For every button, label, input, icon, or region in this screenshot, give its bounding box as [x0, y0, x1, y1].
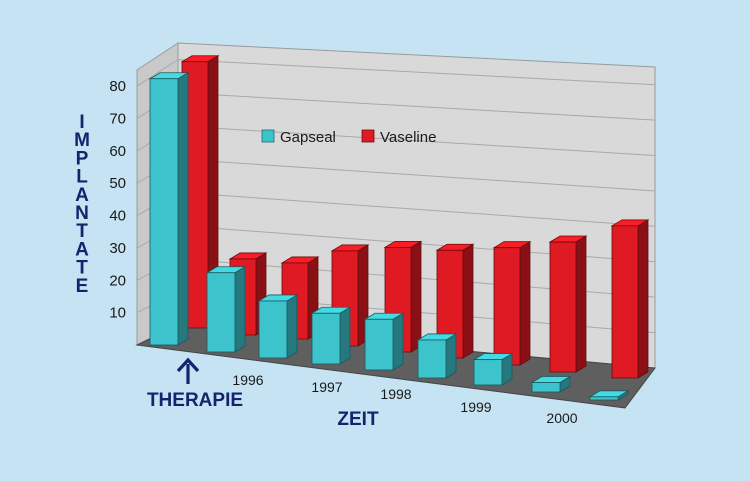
x-tick-label: 1998 — [380, 386, 411, 402]
x-axis-label: ZEIT — [337, 409, 379, 430]
legend-swatch-vaseline — [361, 129, 375, 143]
legend-swatch-gapseal — [261, 129, 275, 143]
gridline — [136, 59, 656, 87]
bar-gapseal — [310, 306, 352, 365]
y-tick-label: 10 — [109, 305, 126, 322]
bars — [148, 55, 650, 401]
bar-gapseal — [416, 333, 458, 379]
x-tick-label: 1997 — [311, 379, 342, 395]
x-tick-label: 2000 — [546, 410, 577, 426]
legend: Gapseal Vaseline — [261, 129, 436, 146]
x-tick-label: 1999 — [460, 399, 491, 415]
therapy-arrow-icon — [176, 357, 200, 384]
bar-gapseal — [148, 72, 190, 346]
bar-gapseal — [472, 352, 514, 386]
y-tick-label: 70 — [109, 111, 126, 128]
legend-label-vaseline: Vaseline — [380, 129, 436, 146]
y-tick-label: 30 — [109, 240, 126, 257]
bar-gapseal — [588, 390, 630, 401]
bar-gapseal — [257, 294, 299, 359]
bar-vaseline — [610, 219, 650, 379]
legend-label-gapseal: Gapseal — [280, 129, 336, 146]
x-tick-label: THERAPIE — [147, 390, 243, 411]
bar-gapseal — [530, 375, 572, 393]
bar-gapseal — [205, 266, 247, 353]
bar-vaseline — [548, 235, 588, 373]
x-tick-labels: THERAPIE 1996 1997 1998 1999 2000 — [147, 372, 578, 426]
y-tick-labels: 80 70 60 50 40 30 20 10 — [109, 78, 126, 321]
x-tick-label: 1996 — [232, 372, 263, 388]
y-tick-label: 80 — [109, 78, 126, 95]
y-tick-label: 40 — [109, 208, 126, 225]
bar-gapseal — [363, 312, 405, 371]
y-tick-label: 50 — [109, 175, 126, 192]
y-tick-label: 60 — [109, 143, 126, 160]
y-tick-label: 20 — [109, 272, 126, 289]
bar-vaseline — [492, 241, 532, 366]
